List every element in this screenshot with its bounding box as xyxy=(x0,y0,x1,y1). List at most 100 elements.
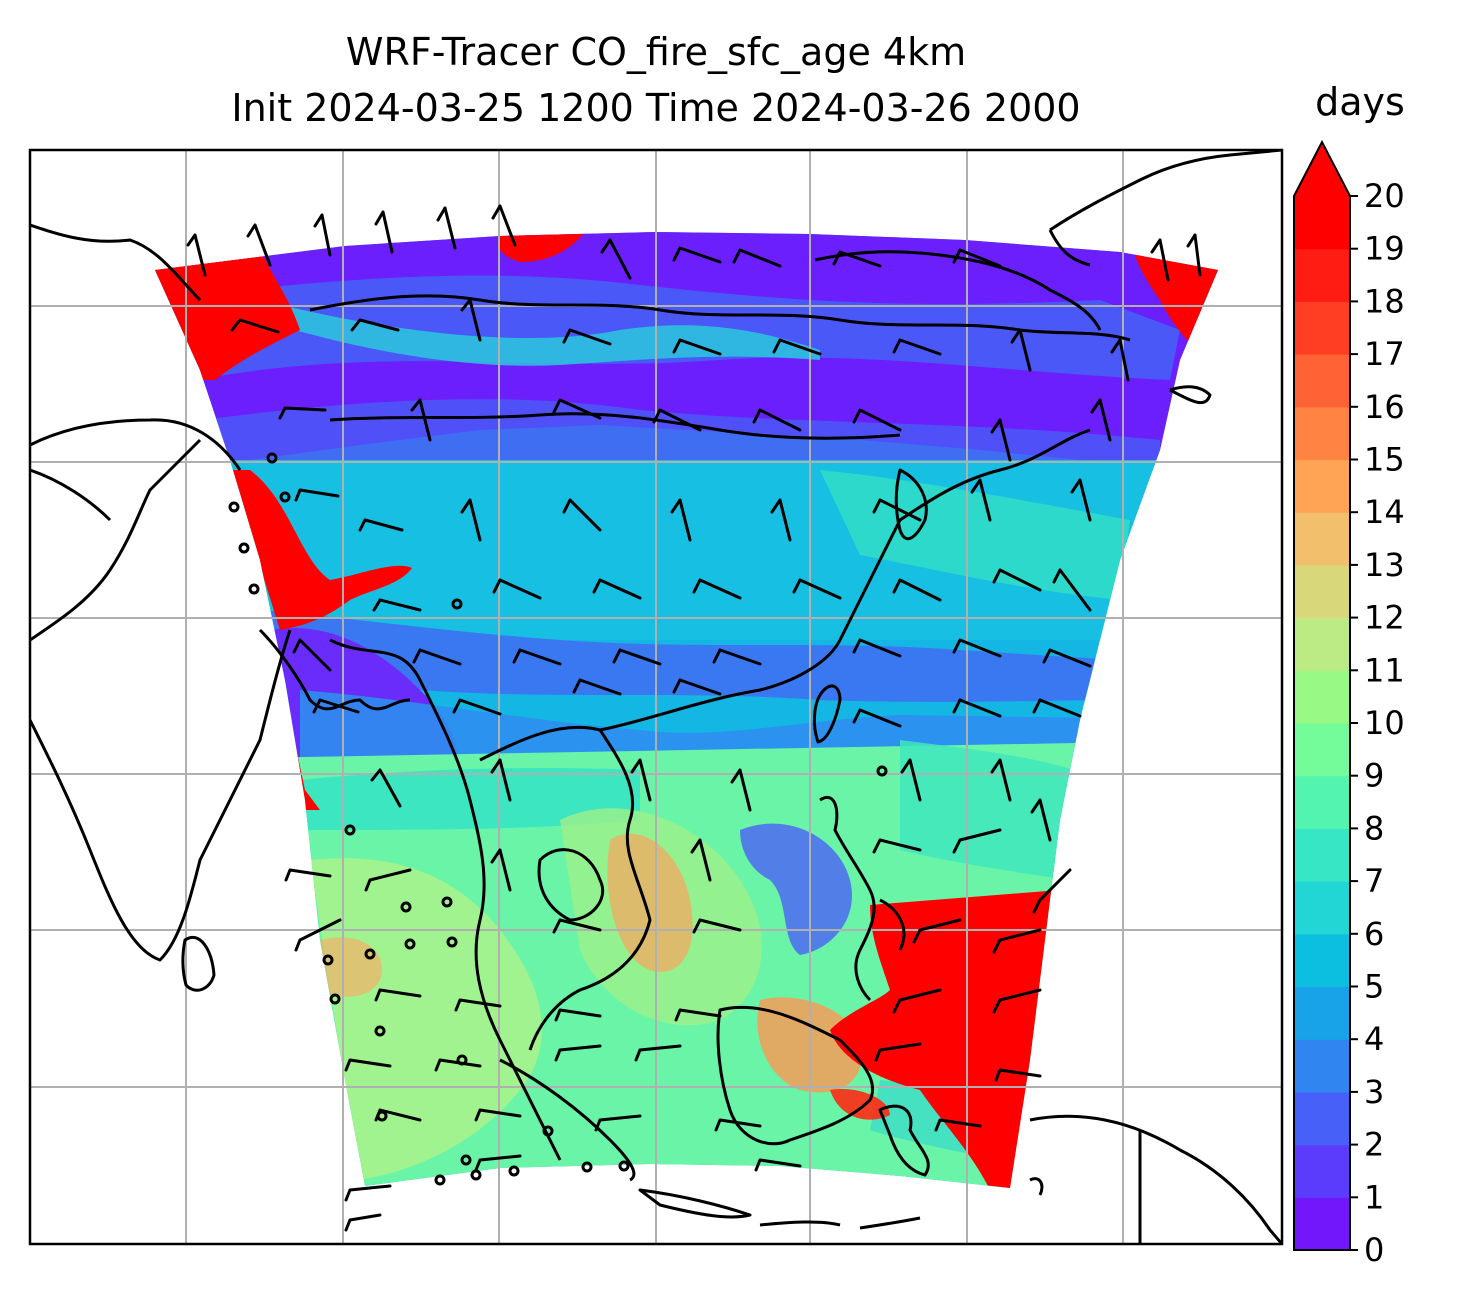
colorbar-tick-label: 10 xyxy=(1364,704,1405,742)
colorbar-band xyxy=(1294,512,1350,566)
wind-barb xyxy=(690,838,712,882)
wind-barb xyxy=(992,568,1042,592)
coastline-myanmar xyxy=(329,638,562,1161)
colorbar-tick-label: 8 xyxy=(1364,809,1384,847)
wind-barb xyxy=(552,918,602,934)
field-red-west-plume xyxy=(230,470,412,630)
wind-barb xyxy=(344,1213,382,1232)
wind-barb xyxy=(992,988,1042,1014)
wind-barb xyxy=(454,998,502,1012)
wind-barb xyxy=(294,918,342,952)
wind-barb xyxy=(672,246,722,264)
colorbar-tick-label: 9 xyxy=(1364,757,1384,795)
wind-barb xyxy=(952,698,1002,718)
colorbar-band xyxy=(1294,1144,1350,1198)
wind-barb xyxy=(652,408,702,432)
wind-barb xyxy=(552,398,602,420)
wind-barb xyxy=(934,1118,982,1132)
calm-circle xyxy=(279,491,291,503)
calm-circle xyxy=(266,452,278,464)
wind-barb xyxy=(874,1042,922,1062)
wind-barb xyxy=(284,868,332,882)
wind-barb xyxy=(952,248,1002,268)
wind-barb xyxy=(1010,328,1032,372)
wind-barb xyxy=(562,328,612,346)
colorbar-band xyxy=(1294,248,1350,302)
field-red-south-spot xyxy=(830,1089,890,1120)
wind-barb xyxy=(630,758,652,802)
colorbar-band xyxy=(1294,301,1350,355)
wind-barb xyxy=(600,238,632,280)
wind-barb xyxy=(230,318,280,334)
wind-barb xyxy=(852,708,902,728)
coastline-russia-border xyxy=(814,250,1102,331)
colorbar-tick-label: 3 xyxy=(1364,1073,1384,1111)
wind-barb xyxy=(990,418,1012,462)
wind-barb xyxy=(186,233,207,277)
calm-circle xyxy=(581,1161,593,1173)
wind-barb xyxy=(490,758,512,802)
colorbar-label: days xyxy=(1315,80,1405,124)
colorbar-tick-label: 12 xyxy=(1364,599,1405,637)
wind-barb xyxy=(1032,868,1072,914)
calm-circle xyxy=(238,542,250,554)
coastline-japan xyxy=(1048,150,1282,405)
colorbar-band xyxy=(1294,617,1350,671)
calm-circle xyxy=(376,1110,388,1122)
field-red-north-center xyxy=(496,232,585,262)
wind-barb xyxy=(1070,478,1092,522)
colorbar-tick-label: 15 xyxy=(1364,441,1405,479)
colorbar-band xyxy=(1294,1197,1350,1251)
wind-barb xyxy=(594,1114,642,1132)
wind-barb xyxy=(712,648,762,666)
wind-barb xyxy=(554,1008,602,1022)
wind-barb xyxy=(872,838,922,854)
wind-barb xyxy=(970,478,992,522)
wind-barb xyxy=(562,498,602,532)
coastline-india xyxy=(30,438,292,962)
field-cyan-streak-north xyxy=(260,300,820,366)
calm-circle xyxy=(322,954,334,966)
wind-barb xyxy=(358,518,404,532)
coastline-bay-of-bengal xyxy=(258,628,411,711)
colorbar-tick-label: 16 xyxy=(1364,388,1405,426)
wind-barb xyxy=(452,698,502,716)
coastlines xyxy=(30,150,1282,1244)
coastline-gulf-of-thailand xyxy=(537,848,605,922)
calm-circle xyxy=(542,1125,554,1137)
coastline-new-guinea xyxy=(1029,1114,1282,1244)
field-orange-center xyxy=(607,833,693,972)
wind-barb xyxy=(372,598,422,612)
wind-barb xyxy=(900,758,922,802)
calm-circle xyxy=(248,583,260,595)
wind-barb xyxy=(892,988,942,1014)
wind-barb xyxy=(572,678,622,696)
calm-circle xyxy=(434,1174,446,1186)
calm-circle xyxy=(228,501,240,513)
wind-barb xyxy=(730,768,752,812)
wind-barb xyxy=(892,578,942,602)
wind-barb xyxy=(1150,238,1170,282)
wind-barb xyxy=(370,768,402,808)
wind-barb xyxy=(278,406,327,420)
wind-barb xyxy=(474,1108,522,1122)
coastline-indochina xyxy=(479,725,652,1051)
wind-barb xyxy=(1090,398,1112,442)
colorbar-tick-label: 19 xyxy=(1364,230,1405,268)
wind-barb xyxy=(350,318,400,332)
wind-barb xyxy=(313,213,332,257)
wind-barb xyxy=(512,648,562,666)
calm-circle xyxy=(470,1169,482,1181)
colorbar-band xyxy=(1294,933,1350,988)
wind-barb xyxy=(692,578,742,600)
wind-barb xyxy=(292,638,332,672)
colorbar-band xyxy=(1294,564,1350,619)
colorbar-tick-label: 1 xyxy=(1364,1178,1384,1216)
wind-barb xyxy=(1110,338,1130,382)
calm-circle xyxy=(876,765,888,777)
wind-barb xyxy=(490,848,512,892)
wind-barb xyxy=(872,498,922,522)
colorbar-tick-label: 20 xyxy=(1364,177,1405,215)
